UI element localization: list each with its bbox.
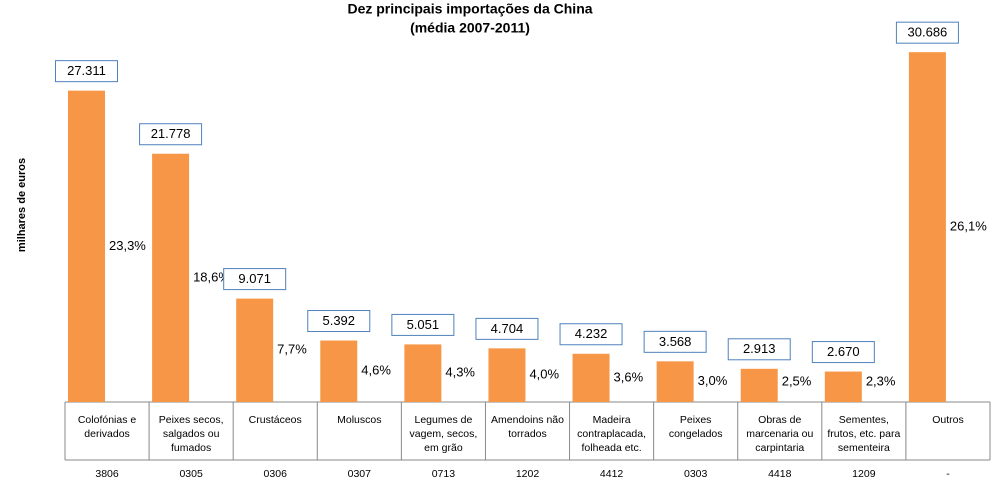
- share-label: 2,5%: [782, 373, 812, 388]
- x-tick-label: Amendoins não: [491, 414, 564, 426]
- bar: [908, 52, 946, 403]
- x-tick-label: Crustáceos: [249, 414, 302, 426]
- x-tick-label: Sementes,: [839, 414, 889, 426]
- value-label-box: [727, 338, 791, 361]
- bar: [152, 153, 190, 402]
- x-tick-label: vagem, secos,: [410, 428, 478, 440]
- code-label: 1202: [516, 468, 540, 480]
- x-tick-label: Moluscos: [337, 414, 381, 426]
- code-label: 4418: [768, 468, 792, 480]
- share-label: 3,0%: [698, 373, 728, 388]
- x-tick-label: salgados ou: [163, 428, 220, 440]
- x-tick-label: marcenaria ou: [746, 428, 813, 440]
- value-label: 5.392: [322, 313, 355, 328]
- x-tick-label: contraplacada,: [577, 428, 646, 440]
- share-label: 18,6%: [193, 269, 230, 284]
- y-axis-label: milhares de euros: [16, 158, 28, 252]
- x-tick-label: Obras de: [758, 414, 801, 426]
- code-label: 0305: [179, 468, 203, 480]
- bar: [740, 368, 778, 402]
- x-tick-label: sementeira: [838, 442, 890, 454]
- chart-subtitle: (média 2007-2011): [410, 20, 530, 36]
- value-label-box: [55, 60, 118, 83]
- share-label: 4,3%: [445, 365, 475, 380]
- value-label: 4.232: [575, 326, 608, 341]
- value-label-box: [139, 123, 203, 146]
- x-tick-label: em grão: [424, 442, 463, 454]
- value-label: 27.311: [67, 63, 106, 78]
- x-tick-label: congelados: [669, 428, 723, 440]
- x-tick-label: Outros: [932, 414, 964, 426]
- x-tick-label: frutos, etc. para: [827, 428, 900, 440]
- code-label: 0303: [684, 468, 708, 480]
- value-label: 5.051: [407, 317, 440, 332]
- x-tick-label: folheada etc.: [582, 442, 642, 454]
- bar: [488, 348, 526, 402]
- share-label: 4,0%: [529, 367, 559, 382]
- x-tick-label: carpintaria: [755, 442, 804, 454]
- x-tick-label: torrados: [508, 428, 547, 440]
- code-label: 1209: [852, 468, 876, 480]
- code-label: 4412: [600, 468, 624, 480]
- x-tick-label: Legumes de: [415, 414, 473, 426]
- share-label: 4,6%: [361, 363, 391, 378]
- bar: [572, 353, 610, 402]
- x-tick-label: Peixes: [680, 414, 712, 426]
- x-tick-label: derivados: [84, 428, 130, 440]
- value-label: 2.913: [743, 341, 776, 356]
- value-label: 2.670: [827, 344, 860, 359]
- x-tick-label: Colofónias e: [78, 414, 137, 426]
- share-label: 2,3%: [866, 373, 896, 388]
- bar: [656, 361, 694, 402]
- value-label-box: [895, 21, 959, 44]
- code-label: 3806: [95, 468, 119, 480]
- value-label: 9.071: [238, 271, 271, 286]
- chart-title: Dez principais importações da China: [347, 1, 592, 17]
- value-label: 21.778: [151, 126, 191, 141]
- share-label: 7,7%: [277, 342, 307, 357]
- value-label-box: [391, 313, 455, 336]
- value-label: 3.568: [659, 334, 692, 349]
- bar: [404, 344, 442, 402]
- value-label-box: [307, 310, 371, 333]
- value-label-box: [811, 341, 875, 364]
- value-label-box: [643, 330, 707, 353]
- code-label: -: [946, 468, 950, 480]
- value-label-box: [559, 323, 623, 346]
- code-label: 0306: [264, 468, 288, 480]
- value-label-box: [223, 268, 287, 291]
- bar: [236, 298, 274, 402]
- bar: [824, 371, 862, 402]
- code-label: 0713: [432, 468, 456, 480]
- share-label: 26,1%: [950, 219, 987, 234]
- x-tick-label: Peixes secos,: [159, 414, 224, 426]
- x-tick-label: Madeira: [593, 414, 631, 426]
- value-label: 4.704: [491, 321, 524, 336]
- code-label: 0307: [348, 468, 372, 480]
- x-tick-label: fumados: [171, 442, 211, 454]
- share-label: 23,3%: [109, 238, 146, 253]
- bar: [320, 340, 358, 402]
- value-label: 30.686: [908, 25, 948, 40]
- bar: [68, 90, 105, 402]
- share-label: 3,6%: [614, 369, 644, 384]
- value-label-box: [475, 317, 539, 340]
